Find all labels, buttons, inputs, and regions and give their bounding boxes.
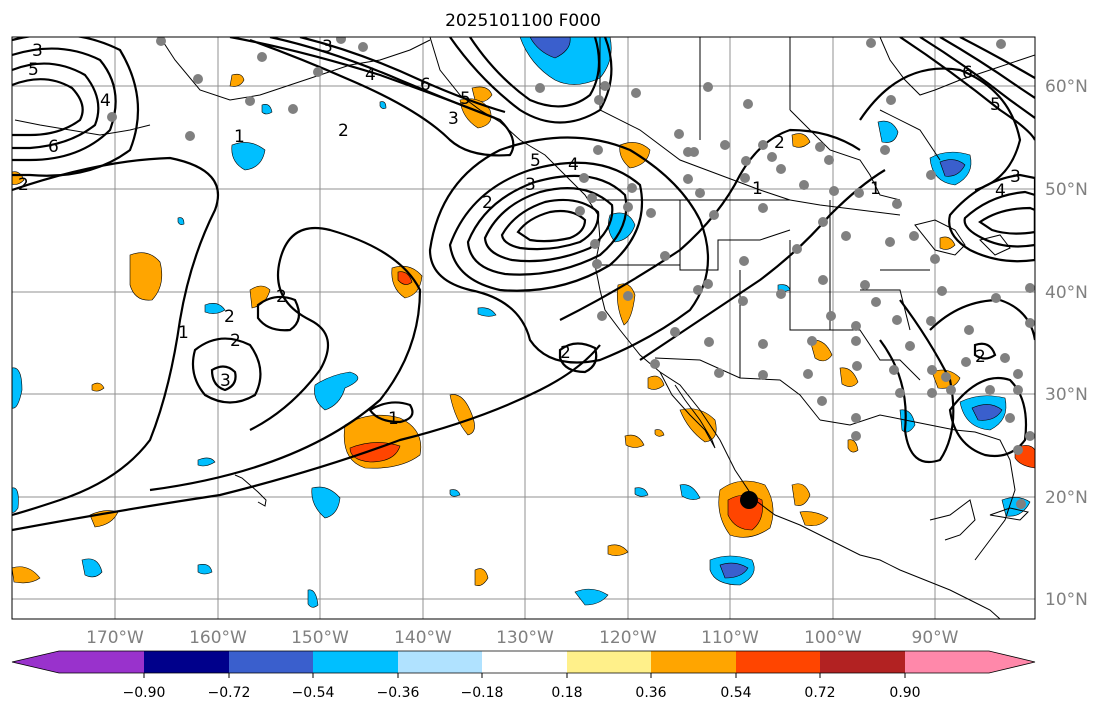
colorbar-tick-label: −0.36 — [377, 685, 420, 701]
contour-label: 4 — [995, 181, 1006, 201]
colorbar-segment — [398, 651, 482, 673]
contour-label: 3 — [1010, 167, 1021, 187]
colorbar-tick-label: −0.90 — [123, 685, 166, 701]
lat-label: 50°N — [1045, 180, 1088, 200]
positive-anomaly-shading — [12, 73, 1035, 586]
lon-label: 100°W — [804, 628, 862, 648]
lat-label: 20°N — [1045, 488, 1088, 508]
colorbar-tick-label: −0.72 — [208, 685, 251, 701]
map-border — [11, 36, 1036, 620]
latitude-labels: 60°N 50°N 40°N 30°N 20°N 10°N — [1045, 77, 1088, 610]
contour-label: 2 — [224, 307, 235, 327]
contour-label: 4 — [100, 91, 111, 111]
contour-label: 3 — [220, 371, 231, 391]
colorbar-segment — [820, 651, 905, 673]
colorbar-segment — [144, 651, 229, 673]
contour-label: 3 — [448, 109, 459, 129]
colorbar-tick-label: 0.90 — [889, 685, 920, 701]
colorbar-tick-label: 0.18 — [551, 685, 582, 701]
contour-label: 2 — [230, 331, 241, 351]
contour-label: 1 — [388, 409, 399, 429]
contours — [12, 37, 1035, 532]
lon-label: 90°W — [912, 628, 959, 648]
contour-label: 2 — [276, 287, 287, 307]
lon-label: 110°W — [701, 628, 759, 648]
colorbar: −0.90 −0.72 −0.54 −0.36 −0.18 0.18 0.36 … — [11, 650, 1036, 701]
lon-label: 160°W — [189, 628, 247, 648]
colorbar-segment — [482, 651, 567, 673]
colorbar-tick-label: −0.18 — [461, 685, 504, 701]
contour-label: 3 — [525, 175, 536, 195]
contour-label: 5 — [460, 89, 471, 109]
lon-label: 170°W — [86, 628, 144, 648]
map-title: 2025101100 F000 — [445, 11, 601, 31]
contour-label: 4 — [568, 155, 579, 175]
contour-label: 6 — [48, 137, 59, 157]
colorbar-segment — [229, 651, 313, 673]
colorbar-tick-label: 0.72 — [804, 685, 835, 701]
colorbar-tick-label: 0.54 — [720, 685, 751, 701]
contour-label: 2 — [338, 121, 349, 141]
contour-label: 2 — [18, 175, 29, 195]
colorbar-segment — [313, 651, 398, 673]
contour-label: 1 — [752, 179, 763, 199]
station-markers — [107, 37, 1035, 509]
colorbar-segment — [736, 651, 820, 673]
colorbar-ticks — [143, 673, 906, 678]
longitude-labels: 170°W 160°W 150°W 140°W 130°W 120°W 110°… — [86, 628, 959, 648]
lon-label: 140°W — [394, 628, 452, 648]
contour-label: 4 — [365, 65, 376, 85]
lon-label: 150°W — [291, 628, 349, 648]
colorbar-extend-high — [989, 651, 1035, 673]
contour-label: 1 — [870, 179, 881, 199]
colorbar-segment — [905, 651, 989, 673]
colorbar-tick-label: 0.36 — [635, 685, 666, 701]
colorbar-outline — [11, 650, 1036, 674]
black-marker — [740, 491, 758, 509]
contour-label: 2 — [560, 343, 571, 363]
lat-label: 60°N — [1045, 77, 1088, 97]
lon-label: 120°W — [599, 628, 657, 648]
contour-label: 6 — [420, 75, 431, 95]
colorbar-segment — [567, 651, 651, 673]
lat-label: 10°N — [1045, 590, 1088, 610]
contour-label: 2 — [774, 133, 785, 153]
lat-label: 30°N — [1045, 385, 1088, 405]
map-content: 3 5 4 6 2 1 2 3 4 6 5 3 2 4 5 3 2 1 2 2 … — [12, 37, 1035, 619]
contour-label: 5 — [530, 151, 541, 171]
contour-label: 3 — [322, 37, 333, 57]
colorbar-segment — [59, 651, 144, 673]
map-background — [12, 37, 1035, 619]
contour-label: 2 — [482, 193, 493, 213]
contour-label: 1 — [178, 323, 189, 343]
colorbar-tick-label: −0.54 — [292, 685, 335, 701]
lat-label: 40°N — [1045, 283, 1088, 303]
contour-label: 5 — [990, 95, 1001, 115]
contour-labels: 3 5 4 6 2 1 2 3 4 6 5 3 2 4 5 3 2 1 2 2 … — [18, 37, 1021, 429]
contour-label: 1 — [234, 127, 245, 147]
lon-label: 130°W — [496, 628, 554, 648]
colorbar-extend-low — [12, 651, 59, 673]
contour-label: 5 — [28, 60, 39, 80]
contour-label: 6 — [962, 63, 973, 83]
contour-label: 3 — [32, 41, 43, 61]
contour-label: 2 — [975, 347, 986, 367]
negative-anomaly-shading — [12, 37, 1031, 608]
colorbar-segment — [651, 651, 736, 673]
